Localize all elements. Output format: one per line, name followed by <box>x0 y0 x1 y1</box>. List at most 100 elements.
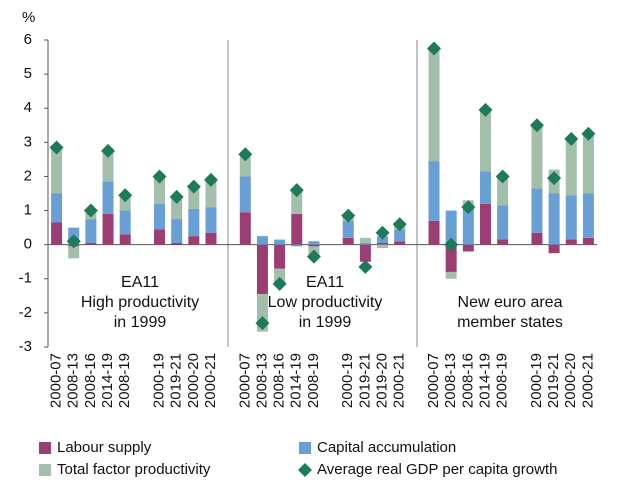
bar-segment <box>274 239 286 245</box>
legend-swatch <box>39 442 51 454</box>
y-unit: % <box>22 9 35 26</box>
x-tick-label: 2019-21 <box>168 353 185 408</box>
bar-segment <box>256 294 268 332</box>
bar-segment <box>359 242 371 245</box>
bar-segment <box>531 126 543 189</box>
marker <box>358 259 373 274</box>
marker <box>255 316 270 331</box>
marker <box>238 147 253 162</box>
x-tick-label: 2000-07 <box>236 353 253 408</box>
bar-segment <box>51 193 63 223</box>
x-tick-label: 2014-19 <box>99 353 116 408</box>
bar-segment <box>462 244 474 252</box>
bar-segment <box>188 208 200 237</box>
group-label: High productivity <box>81 294 199 311</box>
marker <box>427 41 442 56</box>
bar-segment <box>531 232 543 245</box>
bar-segment <box>394 241 406 245</box>
bar-segment <box>445 210 457 245</box>
bar-segment <box>359 237 371 243</box>
legend-label: Total factor productivity <box>57 461 211 478</box>
bar-segment <box>154 229 166 245</box>
marker <box>289 183 304 198</box>
bar-segment <box>154 203 166 230</box>
x-tick-label: 2008-16 <box>82 353 99 408</box>
x-tick-label: 2000-20 <box>185 353 202 408</box>
bar-segment <box>188 186 200 209</box>
marker <box>83 203 98 218</box>
y-tick-label: 2 <box>24 167 32 184</box>
y-tick-label: 0 <box>24 236 32 253</box>
marker <box>49 140 64 155</box>
bar-segment <box>428 161 440 221</box>
bar-segment <box>342 220 354 238</box>
marker <box>547 171 562 186</box>
bar-segment <box>497 239 509 245</box>
marker <box>203 172 218 187</box>
x-tick-label: 2000-19 <box>528 353 545 408</box>
bar-segment <box>582 133 594 194</box>
bar-segment <box>171 196 183 220</box>
bar-segment <box>445 244 457 272</box>
bar-segment <box>102 213 114 245</box>
bar-segment <box>205 207 217 233</box>
x-tick-label: 2000-07 <box>425 353 442 408</box>
x-tick-label: 2014-19 <box>288 353 305 408</box>
bar-segment <box>394 229 406 242</box>
bar-segment <box>377 244 389 249</box>
bar-segment <box>205 232 217 245</box>
x-tick-label: 2008-13 <box>442 353 459 408</box>
bar-segment <box>188 236 200 245</box>
x-tick-label: 2008-19 <box>494 353 511 408</box>
bar-segment <box>85 242 97 245</box>
bar-segment <box>359 244 371 262</box>
bar-segment <box>308 241 320 245</box>
bar-segment <box>291 244 303 247</box>
bar-segment <box>256 244 268 295</box>
bar-segment <box>102 181 114 214</box>
y-tick-label: 5 <box>24 65 32 82</box>
x-tick-label: 2008-16 <box>459 353 476 408</box>
bar-segment <box>291 213 303 245</box>
marker <box>186 179 201 194</box>
bar-segment <box>51 147 63 194</box>
marker <box>169 189 184 204</box>
marker <box>495 169 510 184</box>
bar-segment <box>171 242 183 245</box>
x-tick-label: 2008-19 <box>116 353 133 408</box>
bar-segment <box>445 271 457 279</box>
legend-label: Capital accumulation <box>317 439 456 456</box>
bar-segment <box>497 205 509 240</box>
marker <box>444 237 459 252</box>
bar-segment <box>239 212 251 245</box>
bar-segment <box>582 193 594 238</box>
marker <box>564 131 579 146</box>
bar-segment <box>565 239 577 245</box>
marker <box>306 249 321 264</box>
bar-segment <box>239 154 251 177</box>
bar-segment <box>428 48 440 162</box>
bar-segment <box>377 242 389 245</box>
x-tick-label: 2019-21 <box>356 353 373 408</box>
group-label: in 1999 <box>299 314 352 331</box>
bar-segment <box>154 176 166 204</box>
y-tick-label: 3 <box>24 133 32 150</box>
x-tick-label: 2000-21 <box>202 353 219 408</box>
bar-segment <box>582 237 594 245</box>
marker <box>581 126 596 141</box>
bar-segment <box>548 193 560 245</box>
bar-segment <box>119 234 131 245</box>
bar-segment <box>239 176 251 213</box>
group-label: EA11 <box>306 274 344 291</box>
marker <box>118 188 133 203</box>
y-tick-label: -1 <box>19 270 32 287</box>
x-tick-label: 2008-19 <box>305 353 322 408</box>
x-tick-label: 2008-13 <box>253 353 270 408</box>
group-label: New euro area <box>458 294 563 311</box>
group-label: member states <box>457 314 563 331</box>
x-tick-label: 2000-21 <box>391 353 408 408</box>
marker <box>152 169 167 184</box>
bar-segment <box>428 220 440 245</box>
y-tick-label: -2 <box>19 304 32 321</box>
marker <box>375 225 390 240</box>
